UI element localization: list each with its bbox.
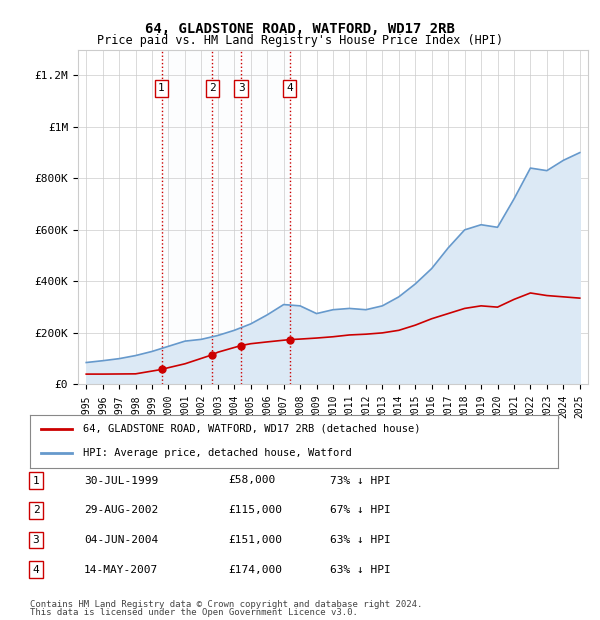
Text: 73% ↓ HPI: 73% ↓ HPI — [330, 476, 391, 485]
Text: 2: 2 — [209, 83, 215, 93]
Text: This data is licensed under the Open Government Licence v3.0.: This data is licensed under the Open Gov… — [30, 608, 358, 617]
Text: £115,000: £115,000 — [228, 505, 282, 515]
Text: 14-MAY-2007: 14-MAY-2007 — [84, 565, 158, 575]
Text: 64, GLADSTONE ROAD, WATFORD, WD17 2RB (detached house): 64, GLADSTONE ROAD, WATFORD, WD17 2RB (d… — [83, 423, 420, 433]
Text: 3: 3 — [32, 535, 40, 545]
Text: Price paid vs. HM Land Registry's House Price Index (HPI): Price paid vs. HM Land Registry's House … — [97, 34, 503, 47]
Text: 1: 1 — [158, 83, 165, 93]
Text: HPI: Average price, detached house, Watford: HPI: Average price, detached house, Watf… — [83, 448, 352, 458]
Text: £58,000: £58,000 — [228, 476, 275, 485]
Text: £174,000: £174,000 — [228, 565, 282, 575]
Text: 29-AUG-2002: 29-AUG-2002 — [84, 505, 158, 515]
Text: Contains HM Land Registry data © Crown copyright and database right 2024.: Contains HM Land Registry data © Crown c… — [30, 600, 422, 609]
Text: 2: 2 — [32, 505, 40, 515]
Text: 3: 3 — [238, 83, 245, 93]
Text: 04-JUN-2004: 04-JUN-2004 — [84, 535, 158, 545]
Bar — [161, 50, 290, 384]
Text: 4: 4 — [286, 83, 293, 93]
Text: 63% ↓ HPI: 63% ↓ HPI — [330, 535, 391, 545]
Text: 4: 4 — [32, 565, 40, 575]
Text: 63% ↓ HPI: 63% ↓ HPI — [330, 565, 391, 575]
Text: 67% ↓ HPI: 67% ↓ HPI — [330, 505, 391, 515]
Text: 64, GLADSTONE ROAD, WATFORD, WD17 2RB: 64, GLADSTONE ROAD, WATFORD, WD17 2RB — [145, 22, 455, 36]
Text: 1: 1 — [32, 476, 40, 485]
Text: £151,000: £151,000 — [228, 535, 282, 545]
Text: 30-JUL-1999: 30-JUL-1999 — [84, 476, 158, 485]
